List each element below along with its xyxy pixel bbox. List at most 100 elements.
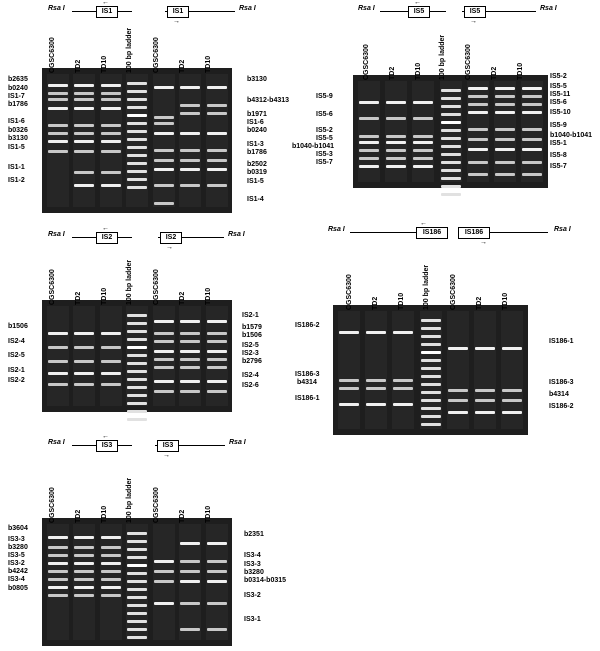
gel-band: [153, 390, 174, 393]
gel-band: [206, 149, 227, 152]
gel-lane: [473, 311, 496, 429]
gel-band: [420, 367, 441, 370]
gel-band: [153, 116, 174, 119]
gel-band: [339, 387, 360, 390]
gel-band: [467, 87, 488, 90]
is1-left-diagram: Rsa I IS1 ←: [48, 0, 138, 22]
gel-band: [521, 128, 542, 131]
rsai-label: Rsa I: [328, 226, 345, 233]
is1-right-diagram: IS1 Rsa I →: [165, 4, 265, 25]
gel-band: [74, 536, 94, 539]
gel-lane: [205, 74, 228, 207]
gel-lane: [205, 524, 228, 640]
gel-band: [420, 343, 441, 346]
gel-band: [386, 141, 407, 144]
gel-lane: [126, 524, 148, 640]
gel-band: [47, 554, 68, 557]
gel-band: [74, 92, 94, 95]
gel-band: [440, 137, 461, 140]
gel-band: [413, 165, 434, 168]
gel-band: [180, 390, 200, 393]
panel-is1: Rsa I IS1 ← IS1 Rsa I → CGSC6300 TD2 TD1…: [0, 0, 300, 215]
gel-band: [501, 389, 522, 392]
gel-band: [127, 402, 147, 405]
gel-band: [386, 165, 407, 168]
gel-band: [153, 168, 174, 171]
rsai-label: Rsa I: [228, 231, 245, 238]
gel-band: [359, 101, 380, 104]
gel-band: [127, 564, 147, 567]
gel-band: [180, 580, 200, 583]
rsai-label: Rsa I: [48, 231, 65, 238]
gel-band: [359, 117, 380, 120]
gel-band: [100, 171, 121, 174]
gel-band: [206, 366, 227, 369]
gel-band: [501, 399, 522, 402]
gel-band: [127, 410, 147, 413]
gel-band: [153, 358, 174, 361]
gel-band: [393, 387, 414, 390]
gel-band: [386, 135, 407, 138]
gel-band: [74, 594, 94, 597]
gel-is1: [42, 68, 232, 213]
panel-is3: Rsa I IS3 ← IS3 Rsa I → CGSC6300 TD2 TD1…: [0, 430, 300, 651]
gel-band: [180, 132, 200, 135]
gel-band: [206, 380, 227, 383]
gel-band: [386, 101, 407, 104]
gel-band: [74, 586, 94, 589]
gel-band: [100, 554, 121, 557]
gel-band: [153, 570, 174, 573]
gel-band: [127, 130, 147, 133]
gel-band: [206, 350, 227, 353]
left-arrow-icon: ←: [102, 225, 109, 232]
gel-band: [153, 350, 174, 353]
gel-band: [47, 578, 68, 581]
gel-band: [440, 185, 461, 188]
gel-band: [180, 602, 200, 605]
gel-band: [206, 159, 227, 162]
gel-band: [359, 149, 380, 152]
gel-lane: [520, 81, 543, 182]
gel-band: [494, 138, 515, 141]
gel-band: [100, 360, 121, 363]
gel-lane: [46, 524, 69, 640]
left-arrow-icon: ←: [414, 0, 421, 6]
gel-band: [127, 178, 147, 181]
gel-band: [127, 322, 147, 325]
gel-lane: [493, 81, 516, 182]
gel-band: [153, 340, 174, 343]
gel-band: [74, 184, 94, 187]
gel-band: [206, 86, 227, 89]
gel-band: [447, 389, 468, 392]
rsai-label: Rsa I: [48, 5, 65, 12]
gel-band: [100, 562, 121, 565]
is3-right-diagram: IS3 Rsa I →: [155, 438, 260, 459]
gel-band: [180, 86, 200, 89]
gel-band: [153, 320, 174, 323]
gel-band: [74, 150, 94, 153]
gel-is186: [333, 305, 528, 435]
gel-band: [413, 117, 434, 120]
gel-band: [440, 129, 461, 132]
gel-band: [440, 145, 461, 148]
gel-band: [521, 95, 542, 98]
gel-band: [127, 580, 147, 583]
gel-band: [74, 98, 94, 101]
gel-band: [359, 165, 380, 168]
gel-lane: [46, 306, 69, 406]
is1-box: IS1: [167, 6, 189, 18]
is186-box: IS186: [416, 227, 448, 239]
gel-band: [153, 560, 174, 563]
gel-band: [74, 84, 94, 87]
left-arrow-icon: ←: [102, 433, 109, 440]
gel-band: [47, 98, 68, 101]
left-arrow-icon: ←: [102, 0, 109, 6]
is5-box: IS5: [464, 6, 486, 18]
gel-band: [153, 184, 174, 187]
gel-band: [180, 350, 200, 353]
is2-right-diagram: IS2 Rsa I →: [158, 230, 258, 251]
gel-band: [467, 148, 488, 151]
gel-lane: [152, 74, 175, 207]
gel-band: [420, 335, 441, 338]
gel-band: [206, 390, 227, 393]
